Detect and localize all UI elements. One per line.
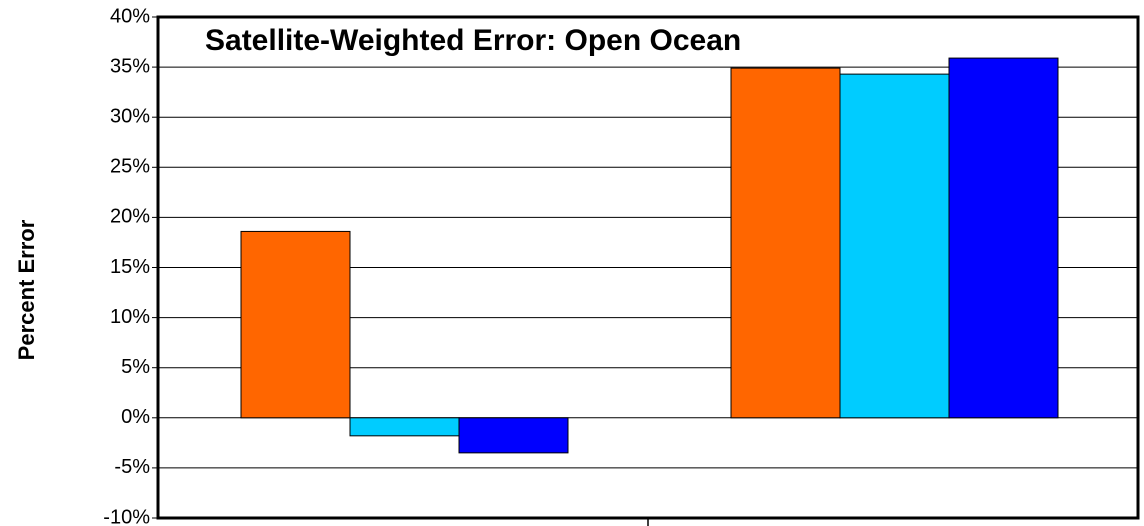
bar bbox=[948, 57, 1059, 419]
y-tick-label: -5% bbox=[114, 456, 150, 478]
bar bbox=[730, 67, 841, 419]
bar bbox=[458, 417, 569, 454]
y-tick-label: 5% bbox=[121, 356, 150, 378]
y-tick-label: 25% bbox=[110, 156, 150, 178]
y-tick-label: -10% bbox=[103, 506, 150, 526]
y-tick-label: 30% bbox=[110, 105, 150, 127]
y-tick-label: 35% bbox=[110, 55, 150, 77]
bar bbox=[240, 230, 351, 419]
y-tick-label: 0% bbox=[121, 406, 150, 428]
y-axis-label: Percent Error bbox=[14, 219, 39, 360]
y-tick-label: 15% bbox=[110, 256, 150, 278]
bar bbox=[839, 73, 950, 419]
bar bbox=[349, 417, 460, 437]
plot-border bbox=[156, 15, 1140, 520]
y-tick-label: 20% bbox=[110, 206, 150, 228]
y-tick-label: 40% bbox=[110, 5, 150, 27]
y-tick-label: 10% bbox=[110, 306, 150, 328]
chart-title: Satellite-Weighted Error: Open Ocean bbox=[205, 24, 741, 57]
